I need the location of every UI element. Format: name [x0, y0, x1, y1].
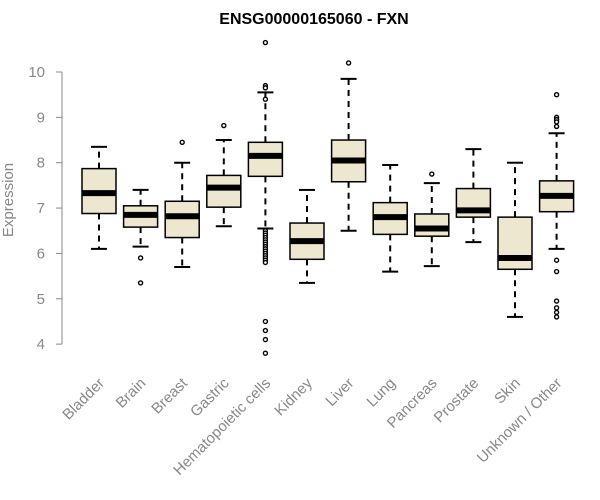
outlier-point	[553, 123, 560, 130]
outlier-point	[137, 255, 144, 261]
iqr-box	[497, 216, 533, 271]
box-hematopoietic-cells	[247, 39, 284, 356]
box-liver	[330, 60, 367, 232]
box-pancreas	[414, 171, 450, 268]
outlier-point	[345, 60, 352, 66]
outlier-point	[553, 309, 560, 316]
outlier-point	[262, 39, 269, 46]
y-axis-label: Expression	[0, 163, 17, 237]
outlier-point	[553, 305, 560, 311]
x-tick-label: Lung	[363, 375, 399, 411]
x-tick-label: Liver	[322, 375, 357, 410]
outlier-point	[262, 96, 269, 102]
y-tick-label: 4	[37, 336, 45, 353]
outlier-point	[553, 91, 560, 98]
outlier-point	[262, 259, 269, 266]
outlier-point	[262, 336, 269, 343]
outlier-point	[262, 85, 269, 91]
box-bladder	[81, 145, 117, 250]
outlier-point	[553, 257, 560, 263]
outlier-point	[553, 314, 560, 320]
x-tick-label: Brain	[113, 375, 150, 412]
x-tick-label: Kidney	[271, 374, 316, 419]
box-skin	[497, 161, 533, 318]
x-tick-label: Bladder	[59, 375, 108, 424]
x-tick-label: Breast	[148, 374, 191, 417]
box-unknown-other	[538, 91, 575, 320]
y-tick-label: 7	[37, 200, 45, 217]
box-lung	[372, 163, 408, 273]
box-prostate	[455, 148, 492, 244]
outlier-point	[137, 280, 144, 286]
x-tick-label: Skin	[491, 375, 524, 408]
y-tick-label: 10	[28, 64, 45, 81]
iqr-box	[247, 141, 284, 178]
iqr-box	[164, 200, 200, 239]
plot-area	[81, 39, 575, 356]
outlier-point	[262, 327, 269, 334]
y-tick-label: 6	[37, 245, 45, 262]
y-tick-label: 9	[37, 109, 45, 126]
outlier-point	[553, 298, 560, 304]
outlier-point	[262, 318, 269, 325]
box-breast	[164, 139, 200, 269]
box-brain	[122, 188, 159, 286]
chart-title: ENSG00000165060 - FXN	[219, 11, 408, 28]
y-tick-label: 8	[37, 155, 45, 172]
box-kidney	[289, 188, 325, 284]
iqr-box	[206, 174, 242, 208]
box-gastric	[206, 122, 242, 228]
iqr-box	[414, 213, 450, 237]
outlier-point	[553, 268, 560, 275]
outlier-point	[221, 122, 227, 129]
y-tick-label: 5	[37, 291, 45, 308]
outlier-point	[429, 171, 435, 177]
y-axis: 4 5 6 7 8 9 10	[28, 64, 63, 353]
x-tick-label: Prostate	[431, 375, 483, 427]
outlier-point	[179, 139, 185, 146]
outlier-point	[553, 119, 560, 125]
outlier-point	[262, 350, 269, 356]
